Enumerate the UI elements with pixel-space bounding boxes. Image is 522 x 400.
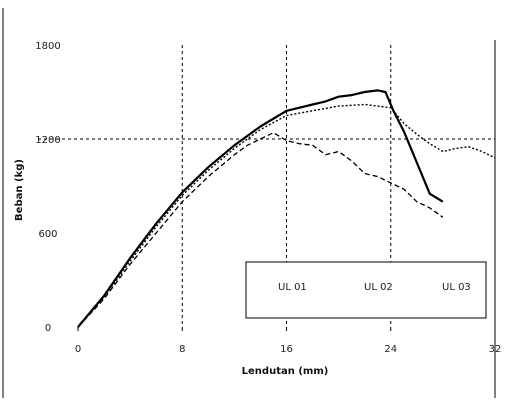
legend-label-ul01: UL 01 (278, 282, 307, 293)
legend-label-ul02: UL 02 (364, 282, 393, 293)
series-line-ul01 (77, 132, 444, 328)
legend-label-ul03: UL 03 (442, 282, 471, 293)
tick-labels: 0 8 16 24 32 0 600 1200 1800 (35, 41, 501, 355)
axes (77, 327, 496, 331)
y-tick-label-600: 600 (38, 229, 57, 240)
series-line-ul03 (77, 103, 496, 328)
series-lines (77, 89, 496, 328)
x-tick-label-8: 8 (179, 344, 185, 355)
y-tick-label-1200: 1200 (35, 135, 60, 146)
series-line-ul02 (77, 89, 444, 328)
x-tick-label-0: 0 (75, 344, 81, 355)
y-tick-label-0: 0 (45, 323, 51, 334)
legend-box (245, 261, 487, 319)
x-tick-label-32: 32 (489, 344, 502, 355)
x-tick-label-16: 16 (280, 344, 293, 355)
x-tick-label-24: 24 (384, 344, 397, 355)
y-axis-title: Beban (kg) (14, 159, 25, 221)
y-tick-label-1800: 1800 (35, 41, 60, 52)
x-axis-title: Lendutan (mm) (242, 366, 329, 377)
legend: UL 01 UL 02 UL 03 (245, 261, 487, 319)
